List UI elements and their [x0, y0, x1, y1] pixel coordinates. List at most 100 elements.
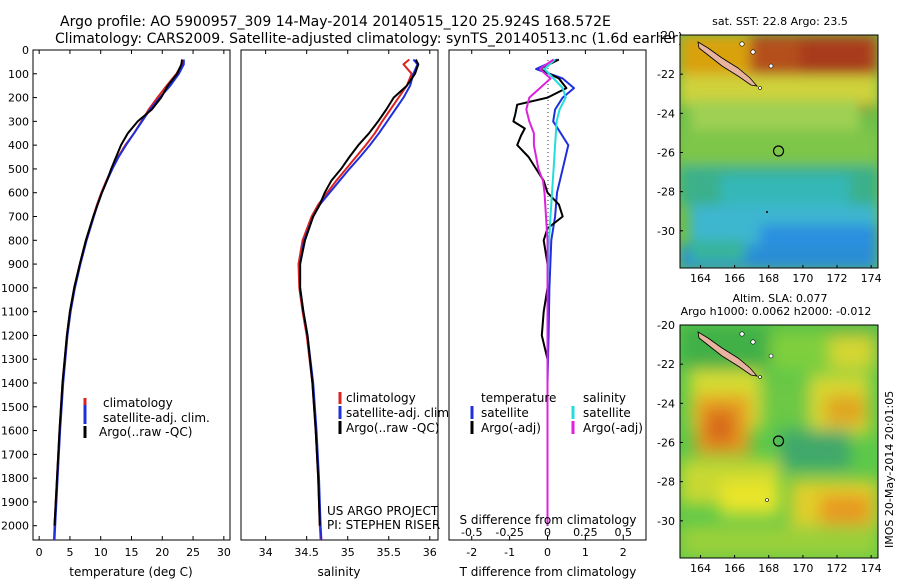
s-diff-tick-label: -0.5 — [461, 526, 482, 539]
salinity-x-axis: 34 34.5 35 35.5 36 — [259, 50, 437, 559]
map-lon-label: 166 — [724, 272, 745, 285]
s-diff-tick-label: -0.25 — [495, 526, 523, 539]
sla-map-frame — [679, 324, 879, 559]
legend-satellite-label: satellite-adj. clim. — [103, 411, 210, 425]
imos-timestamp: IMOS 20-May-2014 20:01:05 — [883, 391, 896, 548]
x-tick-label: 30 — [217, 546, 231, 559]
map-lon-label: 164 — [690, 562, 711, 575]
map-lat-label: -20 — [657, 319, 675, 332]
map-lon-label: 168 — [758, 272, 779, 285]
salinity-legend: climatology satellite-adj. clim. Argo(..… — [338, 391, 453, 435]
x-tick-label: 2 — [620, 546, 627, 559]
credit-project: US ARGO PROJECT — [327, 504, 439, 518]
map-lon-label: 168 — [758, 562, 779, 575]
sla-map-axes: 164 166 168 170 172 174 -20 -22 -24 -26 -28 -30 — [657, 319, 882, 575]
x-tick-label: 36 — [423, 546, 437, 559]
depth-tick-label: 1400 — [1, 377, 29, 390]
temperature-profiles — [52, 59, 185, 541]
temperature-legend: climatology satellite-adj. clim. Argo(..… — [83, 396, 210, 439]
salinity-profiles — [297, 58, 420, 541]
depth-tick-label: 800 — [8, 234, 29, 247]
map-lat-label: -22 — [657, 358, 675, 371]
depth-tick-label: 0 — [22, 44, 29, 57]
legend-t-argo-label: Argo(-adj) — [481, 421, 541, 435]
map-lat-label: -26 — [657, 436, 675, 449]
depth-tick-label: 1800 — [1, 472, 29, 485]
isle-of-pines — [758, 86, 762, 90]
sla-norfolk-island — [765, 498, 769, 502]
x-tick-label: 20 — [155, 546, 169, 559]
sla-isle-of-pines — [758, 375, 762, 379]
depth-tick-label: 500 — [8, 163, 29, 176]
temperature-panel: 0100200300400500600700800900100011001200… — [1, 44, 231, 579]
difference-x-axis: -2 -1 0 1 2 — [466, 50, 627, 559]
new-caledonia-island — [697, 41, 759, 87]
legend-sal-satellite-label: satellite-adj. clim. — [346, 406, 453, 420]
depth-tick-label: 1500 — [1, 401, 29, 414]
series-t-argo-adj — [512, 58, 568, 526]
legend-sal-climatology-label: climatology — [346, 391, 416, 405]
x-tick-label: 5 — [66, 546, 73, 559]
loyalty-island-3 — [768, 63, 774, 69]
sst-map-frame — [679, 34, 879, 269]
sst-map-title: sat. SST: 22.8 Argo: 23.5 — [712, 15, 848, 28]
salinity-axes — [240, 49, 439, 541]
depth-tick-label: 100 — [8, 68, 29, 81]
legend-climatology-label: climatology — [103, 396, 173, 410]
legend-argo-label: Argo(..raw -QC) — [99, 425, 192, 439]
depth-tick-label: 1200 — [1, 329, 29, 342]
series-s-argo-adj — [525, 58, 555, 526]
t-difference-xlabel: T difference from climatology — [459, 565, 637, 579]
x-tick-label: 0 — [36, 546, 43, 559]
temperature-axes — [32, 49, 231, 541]
map-lat-label: -22 — [657, 68, 675, 81]
loyalty-island-2 — [750, 49, 756, 55]
s-diff-tick-label: 0.5 — [615, 526, 633, 539]
x-tick-label: 15 — [125, 546, 139, 559]
x-tick-label: 0 — [544, 546, 551, 559]
depth-tick-label: 1900 — [1, 496, 29, 509]
map-lon-label: 174 — [861, 562, 882, 575]
s-difference-tick-labels: -0.5 -0.25 0 0.25 0.5 — [461, 526, 632, 539]
x-tick-label: -1 — [504, 546, 515, 559]
sla-loyalty-island-3 — [768, 353, 774, 359]
legend-t-satellite-label: satellite — [481, 406, 529, 420]
sst-map-panel: sat. SST: 22.8 Argo: 23.5 — [657, 15, 882, 285]
s-diff-tick-label: 0.25 — [573, 526, 598, 539]
map-lat-label: -28 — [657, 476, 675, 489]
depth-tick-label: 1000 — [1, 282, 29, 295]
s-difference-label: S difference from climatology — [460, 513, 637, 527]
salinity-panel: 34 34.5 35 35.5 36 salinity climatology sate… — [240, 49, 453, 579]
depth-tick-label: 2000 — [1, 520, 29, 533]
sla-argo-position-marker — [772, 435, 785, 447]
map-lon-label: 172 — [827, 272, 848, 285]
depth-tick-label: 1300 — [1, 353, 29, 366]
map-lon-label: 170 — [792, 272, 813, 285]
sla-loyalty-island-2 — [750, 339, 756, 345]
figure-title-line1: Argo profile: AO 5900957_309 14-May-2014… — [60, 14, 611, 30]
series-argo-raw-qc — [53, 59, 183, 526]
depth-tick-label: 300 — [8, 115, 29, 128]
map-lat-label: -28 — [657, 186, 675, 199]
map-lat-label: -26 — [657, 146, 675, 159]
loyalty-island-1 — [739, 41, 745, 47]
sla-new-caledonia-island — [697, 331, 759, 377]
s-diff-tick-label: 0 — [544, 526, 551, 539]
sla-map-panel: Altim. SLA: 0.077 Argo h1000: 0.0062 h20… — [657, 292, 882, 575]
x-tick-label: 25 — [186, 546, 200, 559]
figure-title-line2: Climatology: CARS2009. Satellite-adjuste… — [55, 31, 683, 47]
temperature-xlabel: temperature (deg C) — [69, 565, 192, 579]
norfolk-island — [766, 211, 768, 213]
x-tick-label: 35 — [341, 546, 355, 559]
sst-field — [680, 35, 878, 268]
depth-tick-label: 900 — [8, 258, 29, 271]
temperature-x-axis: 0 5 10 15 20 25 30 — [36, 50, 231, 559]
map-lon-label: 172 — [827, 562, 848, 575]
depth-tick-label: 400 — [8, 139, 29, 152]
depth-tick-label: 700 — [8, 211, 29, 224]
map-lon-label: 164 — [690, 272, 711, 285]
legend-salinity-title: salinity — [583, 391, 626, 405]
x-tick-label: -2 — [466, 546, 477, 559]
legend-s-satellite-label: satellite — [583, 406, 631, 420]
